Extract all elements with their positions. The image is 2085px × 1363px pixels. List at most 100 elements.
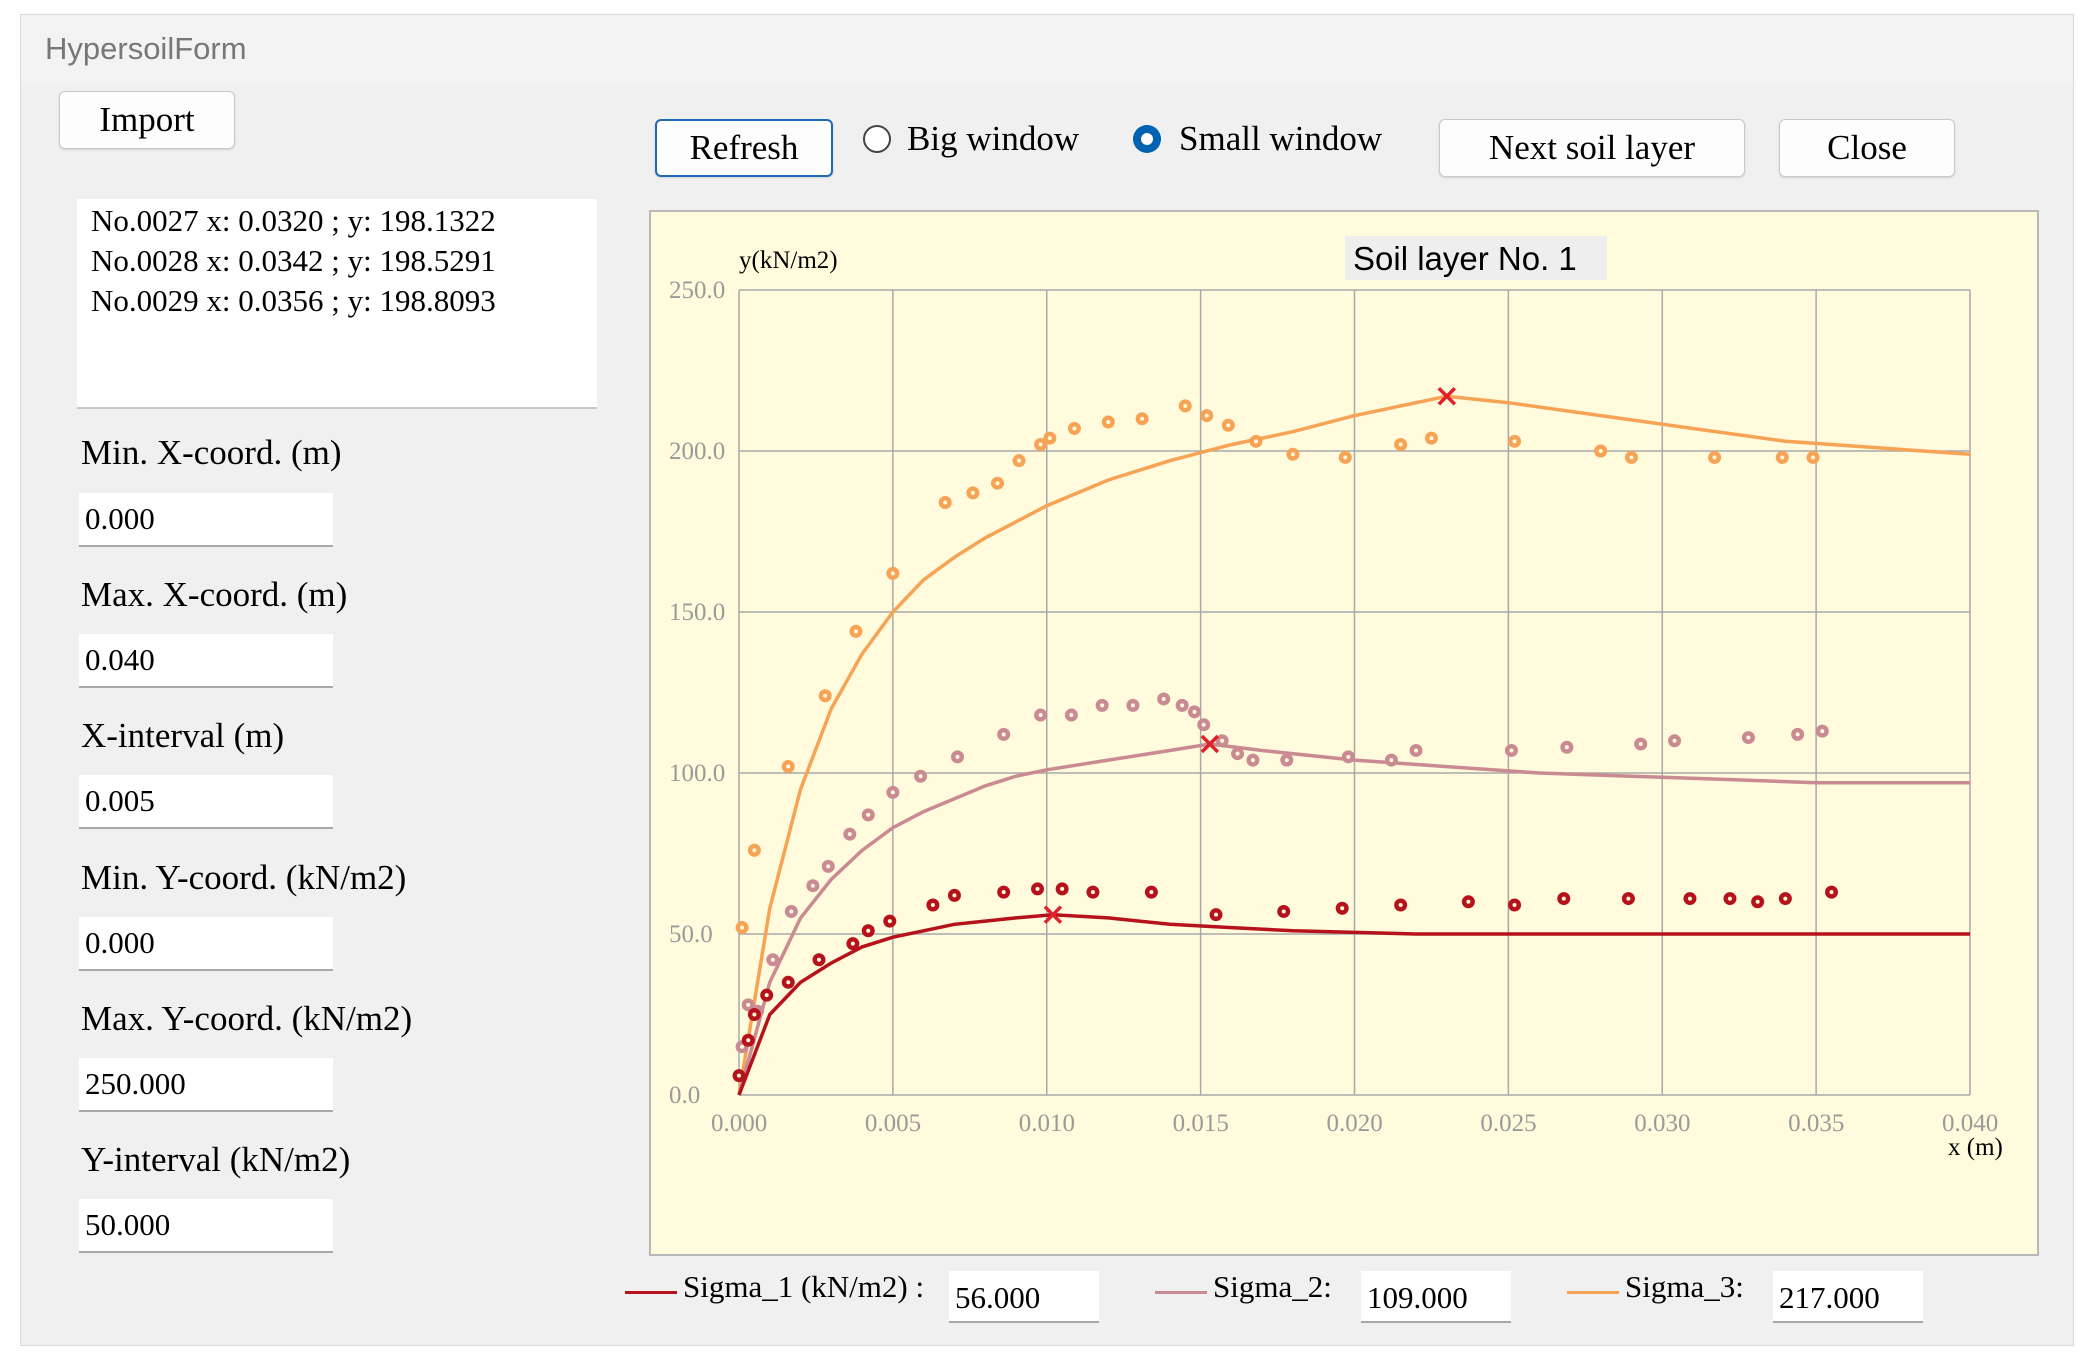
sigma1-data-point-center [1561, 896, 1566, 901]
sigma2-data-point-center [1746, 735, 1751, 740]
sigma2-data-point-center [1130, 703, 1135, 708]
sigma1-data-point-center [1829, 890, 1834, 895]
big-window-radio[interactable] [863, 125, 891, 153]
sigma3-data-point-center [823, 693, 828, 698]
x-interval-field[interactable]: 0.005 [79, 775, 333, 829]
sigma3-data-point-center [853, 629, 858, 634]
points-listbox[interactable]: No.0027 x: 0.0320 ; y: 198.1322 No.0028 … [77, 199, 597, 409]
sigma1-data-point-center [850, 941, 855, 946]
sigma2-data-point-center [1069, 713, 1074, 718]
sigma3-data-point-center [1598, 449, 1603, 453]
y-interval-field[interactable]: 50.000 [79, 1199, 333, 1253]
sigma3-data-point-center [995, 481, 1000, 486]
sigma1-label: Sigma_1 (kN/m2) : [683, 1269, 925, 1304]
sigma2-data-point-center [810, 883, 815, 888]
sigma2-data-point-center [1672, 738, 1677, 743]
sigma2-data-point-center [789, 909, 794, 914]
sigma2-data-point-center [918, 774, 923, 779]
sigma2-data-point-center [1346, 754, 1351, 759]
sigma1-data-point-center [1149, 890, 1154, 895]
list-item[interactable]: No.0028 x: 0.0342 ; y: 198.5291 [91, 243, 496, 278]
sigma2-data-point-center [1284, 758, 1289, 763]
sigma1-fitted-curve [737, 912, 1970, 1096]
sigma3-field[interactable]: 217.000 [1773, 1271, 1923, 1323]
small-window-radio[interactable] [1133, 125, 1161, 153]
import-button[interactable]: Import [59, 91, 235, 149]
y-tick-label: 250.0 [669, 277, 725, 304]
y-axis-title: y(kN/m2) [739, 247, 838, 274]
sigma2-peak-marker [1200, 734, 1220, 754]
sigma2-data-point-center [1509, 748, 1514, 753]
sigma3-data-point-center [1254, 439, 1259, 444]
window-title: HypersoilForm [45, 31, 247, 66]
sigma1-data-point-center [866, 928, 871, 933]
sigma2-data-point-center [826, 864, 831, 869]
x-tick-label: 0.040 [1942, 1110, 1998, 1137]
sigma3-data-point-center [1512, 439, 1517, 444]
sigma1-data-point-center [1001, 890, 1006, 895]
x-tick-label: 0.035 [1788, 1110, 1844, 1137]
sigma1-data-point-center [1281, 909, 1286, 914]
sigma3-data-point-center [1398, 442, 1403, 447]
sigma3-data-point-center [786, 764, 791, 769]
hypersoil-form-window: HypersoilForm Import No.0027 x: 0.0320 ;… [20, 14, 2074, 1346]
sigma2-data-point-center [847, 832, 852, 837]
title-bar: HypersoilForm [21, 15, 2073, 85]
sigma2-data-point-center [740, 1044, 745, 1049]
sigma1-data-point-center [1755, 899, 1760, 904]
x-tick-label: 0.030 [1634, 1110, 1690, 1137]
x-tick-label: 0.020 [1327, 1110, 1383, 1137]
sigma2-data-point-center [1201, 722, 1206, 727]
next-soil-layer-button[interactable]: Next soil layer [1439, 119, 1745, 177]
sigma2-data-point-center [1001, 732, 1006, 737]
sigma1-data-point-center [930, 903, 935, 908]
sigma1-data-point-center [952, 893, 957, 898]
list-item[interactable]: No.0029 x: 0.0356 ; y: 198.8093 [91, 283, 496, 318]
sigma2-data-point-center [1192, 709, 1197, 714]
max-x-field[interactable]: 0.040 [79, 634, 333, 688]
sigma2-data-point-center [1820, 729, 1825, 734]
x-tick-label: 0.025 [1480, 1110, 1536, 1137]
sigma1-data-point-center [764, 993, 769, 998]
x-tick-label: 0.005 [865, 1110, 921, 1137]
sigma3-data-point-center [752, 848, 757, 853]
refresh-button[interactable]: Refresh [655, 119, 833, 177]
sigma2-data-point-center [1564, 745, 1569, 750]
sigma2-data-point-center [890, 790, 895, 795]
close-button[interactable]: Close [1779, 119, 1955, 177]
sigma1-data-point-center [786, 980, 791, 985]
max-y-label: Max. Y-coord. (kN/m2) [81, 999, 413, 1038]
sigma2-field[interactable]: 109.000 [1361, 1271, 1511, 1323]
sigma3-data-point-center [1047, 436, 1052, 441]
sigma3-data-point-center [1629, 455, 1634, 460]
sigma1-data-point-center [1035, 886, 1040, 891]
sigma1-data-point-center [1340, 906, 1345, 911]
big-window-label[interactable]: Big window [907, 119, 1080, 158]
sigma3-data-point-center [1780, 455, 1785, 460]
sigma3-data-point-center [1204, 413, 1209, 418]
min-y-field[interactable]: 0.000 [79, 917, 333, 971]
sigma1-data-point-center [737, 1073, 741, 1078]
small-window-label[interactable]: Small window [1179, 119, 1383, 158]
sigma1-data-point-center [746, 1038, 751, 1043]
sigma3-data-point-center [1712, 455, 1717, 460]
sigma1-field[interactable]: 56.000 [949, 1271, 1099, 1323]
sigma3-data-point-center [1140, 416, 1145, 421]
y-tick-label: 100.0 [669, 760, 725, 787]
max-y-field[interactable]: 250.000 [79, 1058, 333, 1112]
sigma2-data-point-center [746, 1002, 751, 1007]
y-tick-label: 200.0 [669, 438, 725, 465]
min-y-label: Min. Y-coord. (kN/m2) [81, 858, 407, 897]
sigma3-data-point-center [740, 925, 745, 930]
sigma1-data-point-center [1626, 896, 1631, 901]
sigma2-data-point-center [1220, 738, 1225, 743]
chart-svg: 0.000 0.005 0.010 0.015 0.020 0.025 0.030 0.035… [669, 236, 2003, 1161]
list-item[interactable]: No.0027 x: 0.0320 ; y: 198.1322 [91, 203, 496, 238]
max-x-label: Max. X-coord. (m) [81, 575, 348, 614]
min-x-field[interactable]: 0.000 [79, 493, 333, 547]
sigma3-data-point-center [1072, 426, 1077, 431]
sigma2-data-point-center [1414, 748, 1419, 753]
sigma1-data-point-center [1783, 896, 1788, 901]
sigma3-data-point-center [1038, 442, 1043, 447]
sigma2-fitted-curve [737, 742, 1970, 1096]
